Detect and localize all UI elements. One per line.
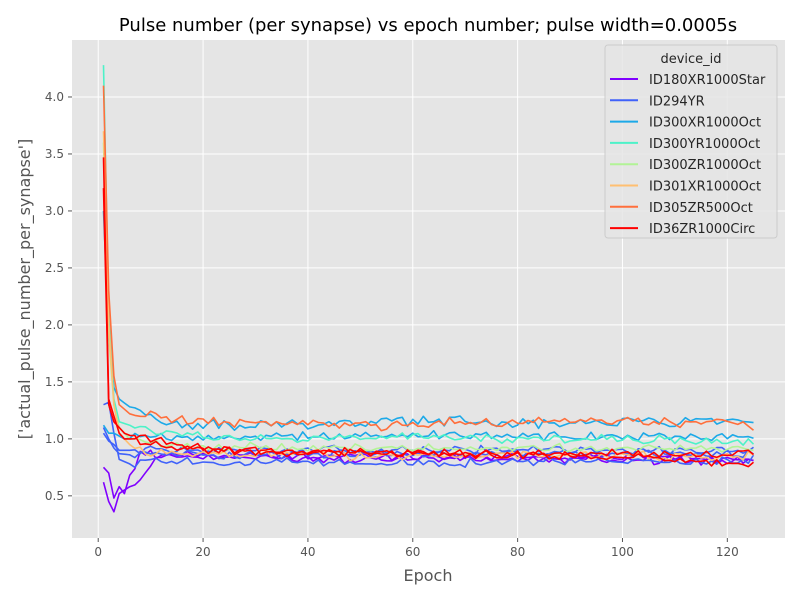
- x-tick-label: 80: [510, 545, 525, 559]
- chart-title: Pulse number (per synapse) vs epoch numb…: [119, 15, 737, 36]
- series-line-ID36ZR1000Circ: [102, 188, 755, 460]
- x-ticks: 0 20 40 60 80 100 120: [94, 538, 739, 559]
- y-tick-label: 1.5: [45, 375, 64, 389]
- series-line-ID294YR: [102, 432, 754, 456]
- series-line-ID300XR1000Oct: [102, 210, 754, 432]
- x-tick-label: 60: [405, 545, 420, 559]
- legend-label: ID301XR1000Oct: [649, 180, 761, 195]
- legend-label: ID300XR1000Oct: [649, 116, 761, 131]
- legend-title: device_id: [660, 52, 721, 67]
- legend-label: ID305ZR500Oct: [649, 201, 753, 216]
- y-ticks: 0.5 1.0 1.5 2.0 2.5 3.0 3.5 4.0: [45, 90, 72, 503]
- x-tick-label: 120: [716, 545, 739, 559]
- y-tick-label: 0.5: [45, 489, 64, 503]
- series-lines: [102, 65, 755, 513]
- legend-box: [604, 44, 778, 239]
- legend-label: ID294YR: [649, 94, 705, 109]
- series-line-ID300XR1000Oct: [102, 424, 754, 442]
- series-line-ID294YR: [103, 401, 755, 469]
- legend-label: ID300YR1000Oct: [649, 137, 760, 152]
- x-tick-label: 0: [94, 545, 102, 559]
- x-tick-label: 40: [300, 545, 315, 559]
- legend-label: ID36ZR1000Circ: [649, 222, 755, 237]
- legend-label: ID300ZR1000Oct: [649, 158, 761, 173]
- x-tick-label: 100: [611, 545, 634, 559]
- series-line-ID300YR1000Oct: [102, 65, 755, 446]
- y-tick-label: 2.0: [45, 318, 64, 332]
- y-tick-label: 4.0: [45, 90, 64, 104]
- legend-label: ID180XR1000Star: [649, 73, 766, 88]
- series-line-ID305ZR500Oct: [102, 85, 755, 432]
- y-axis-label: ['actual_pulse_number_per_synapse']: [15, 139, 35, 440]
- y-tick-label: 1.0: [45, 432, 64, 446]
- y-tick-label: 3.5: [45, 147, 64, 161]
- y-tick-label: 2.5: [45, 261, 64, 275]
- x-tick-label: 20: [195, 545, 210, 559]
- legend-items: ID180XR1000Star ID294YR ID300XR1000Oct ID30…: [610, 73, 766, 237]
- x-axis-label: Epoch: [404, 566, 453, 585]
- legend: device_id ID180XR1000Star ID294YR ID300XR1…: [604, 44, 778, 239]
- y-tick-label: 3.0: [45, 204, 64, 218]
